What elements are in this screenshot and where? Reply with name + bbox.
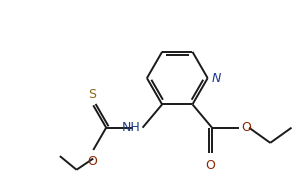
Text: O: O <box>242 121 252 134</box>
Text: NH: NH <box>121 121 140 134</box>
Text: N: N <box>211 72 221 85</box>
Text: S: S <box>88 88 96 101</box>
Text: O: O <box>87 156 97 168</box>
Text: O: O <box>206 159 215 172</box>
